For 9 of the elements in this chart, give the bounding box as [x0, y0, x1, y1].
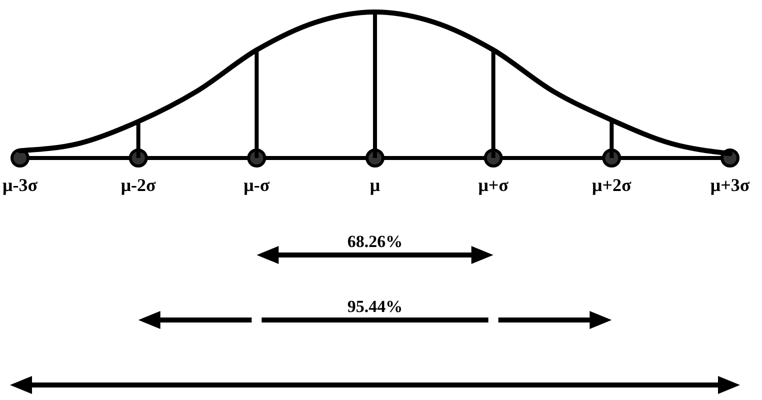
x-tick-label: μ+2σ [592, 175, 632, 195]
x-tick-label: μ+3σ [710, 175, 750, 195]
x-tick-label: μ-2σ [120, 175, 156, 195]
x-tick-label: μ-3σ [2, 175, 38, 195]
x-tick-label: μ+σ [478, 175, 509, 195]
text: 95.44% [347, 297, 403, 316]
text: 68.26% [347, 232, 403, 251]
x-tick-label: μ [370, 175, 380, 195]
x-tick-label: μ-σ [244, 175, 270, 195]
